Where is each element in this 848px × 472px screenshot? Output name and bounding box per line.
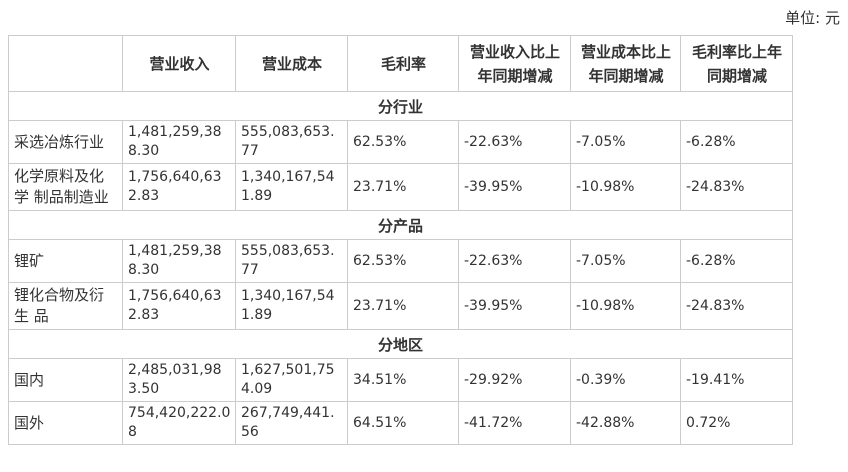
cell-gross-margin-yoy: 0.72% (680, 401, 793, 445)
table-row: 化学原料及化学 制品制造业 1,756,640,632.83 1,340,167… (8, 163, 793, 211)
section-row-industry: 分行业 (8, 91, 793, 121)
cell-revenue-yoy: -41.72% (458, 401, 571, 445)
cell-revenue: 1,481,259,388.30 (122, 239, 236, 283)
cell-cost: 555,083,653.77 (235, 120, 348, 164)
financial-breakdown-table: 营业收入 营业成本 毛利率 营业收入比上年同期增减 营业成本比上年同期增减 毛利… (8, 35, 793, 445)
cell-revenue-yoy: -22.63% (458, 239, 571, 283)
cell-gross-margin-yoy: -6.28% (680, 239, 793, 283)
table-row: 锂矿 1,481,259,388.30 555,083,653.77 62.53… (8, 239, 793, 283)
cell-cost-yoy: -10.98% (570, 282, 681, 330)
cell-revenue: 1,756,640,632.83 (122, 282, 236, 330)
col-header-gross-margin-yoy: 毛利率比上年同期增减 (680, 35, 793, 92)
cell-revenue-yoy: -39.95% (458, 163, 571, 211)
cell-gross-margin: 34.51% (347, 358, 459, 402)
col-header-cost: 营业成本 (235, 35, 348, 92)
section-row-region: 分地区 (8, 329, 793, 359)
cell-cost: 1,627,501,754.09 (235, 358, 348, 402)
cell-revenue-yoy: -29.92% (458, 358, 571, 402)
cell-revenue-yoy: -39.95% (458, 282, 571, 330)
section-row-product: 分产品 (8, 210, 793, 240)
col-header-revenue: 营业收入 (122, 35, 236, 92)
cell-revenue: 1,481,259,388.30 (122, 120, 236, 164)
cell-cost-yoy: -10.98% (570, 163, 681, 211)
col-header-revenue-yoy: 营业收入比上年同期增减 (458, 35, 571, 92)
cell-cost-yoy: -42.88% (570, 401, 681, 445)
cell-gross-margin: 23.71% (347, 163, 459, 211)
cell-cost-yoy: -7.05% (570, 239, 681, 283)
section-title-industry: 分行业 (8, 91, 793, 121)
col-header-cost-yoy: 营业成本比上年同期增减 (570, 35, 681, 92)
col-header-gross-margin: 毛利率 (347, 35, 459, 92)
cell-revenue: 2,485,031,983.50 (122, 358, 236, 402)
table-row: 采选冶炼行业 1,481,259,388.30 555,083,653.77 6… (8, 120, 793, 164)
table-row: 国内 2,485,031,983.50 1,627,501,754.09 34.… (8, 358, 793, 402)
cell-label: 锂矿 (8, 239, 123, 283)
cell-label: 化学原料及化学 制品制造业 (8, 163, 123, 211)
cell-revenue: 754,420,222.08 (122, 401, 236, 445)
cell-label: 锂化合物及衍生 品 (8, 282, 123, 330)
cell-gross-margin-yoy: -24.83% (680, 282, 793, 330)
cell-cost: 555,083,653.77 (235, 239, 348, 283)
cell-gross-margin: 62.53% (347, 239, 459, 283)
table-row: 锂化合物及衍生 品 1,756,640,632.83 1,340,167,541… (8, 282, 793, 330)
cell-cost-yoy: -7.05% (570, 120, 681, 164)
header-row: 营业收入 营业成本 毛利率 营业收入比上年同期增减 营业成本比上年同期增减 毛利… (8, 35, 793, 92)
section-title-region: 分地区 (8, 329, 793, 359)
cell-label: 国内 (8, 358, 123, 402)
cell-label: 国外 (8, 401, 123, 445)
cell-cost: 267,749,441.56 (235, 401, 348, 445)
cell-gross-margin: 62.53% (347, 120, 459, 164)
cell-gross-margin: 23.71% (347, 282, 459, 330)
cell-cost: 1,340,167,541.89 (235, 163, 348, 211)
cell-gross-margin-yoy: -6.28% (680, 120, 793, 164)
cell-cost: 1,340,167,541.89 (235, 282, 348, 330)
unit-label: 单位: 元 (785, 9, 840, 27)
col-header-empty (8, 35, 123, 92)
cell-revenue: 1,756,640,632.83 (122, 163, 236, 211)
section-title-product: 分产品 (8, 210, 793, 240)
cell-gross-margin: 64.51% (347, 401, 459, 445)
cell-cost-yoy: -0.39% (570, 358, 681, 402)
cell-gross-margin-yoy: -19.41% (680, 358, 793, 402)
cell-gross-margin-yoy: -24.83% (680, 163, 793, 211)
table-row: 国外 754,420,222.08 267,749,441.56 64.51% … (8, 401, 793, 445)
cell-revenue-yoy: -22.63% (458, 120, 571, 164)
cell-label: 采选冶炼行业 (8, 120, 123, 164)
